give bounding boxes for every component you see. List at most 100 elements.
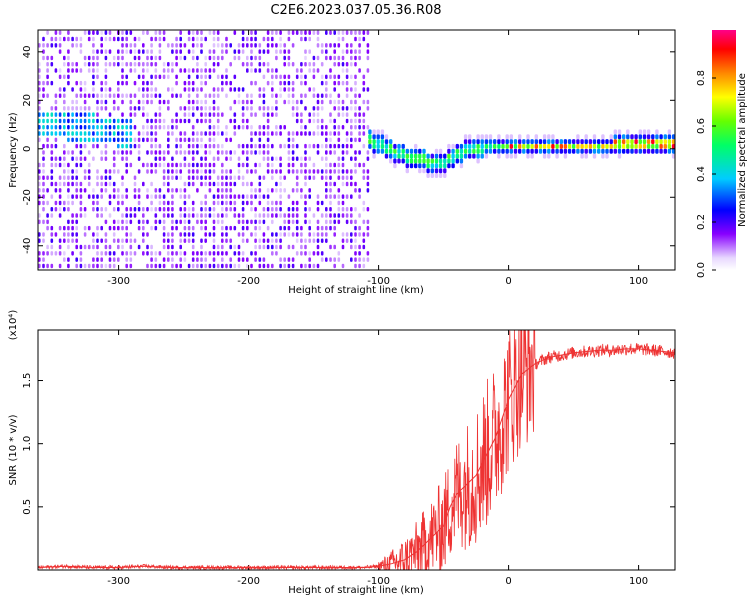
heatmap-cell bbox=[171, 175, 174, 180]
heatmap-cell bbox=[42, 131, 45, 136]
heatmap-cell bbox=[104, 74, 108, 80]
heatmap-cell bbox=[320, 232, 324, 237]
heatmap-cell bbox=[225, 207, 228, 212]
heatmap-cell bbox=[100, 36, 103, 42]
heatmap-cell bbox=[295, 30, 299, 35]
heatmap-cell bbox=[397, 143, 401, 149]
heatmap-cell bbox=[191, 150, 195, 155]
heatmap-cell bbox=[150, 80, 153, 86]
heatmap-cell bbox=[405, 158, 409, 164]
heatmap-cell bbox=[187, 49, 191, 54]
heatmap-cell bbox=[551, 134, 555, 140]
heatmap-x-tick-label: -300 bbox=[107, 276, 130, 287]
heatmap-cell bbox=[179, 36, 182, 42]
heatmap-cell bbox=[325, 150, 328, 155]
heatmap-cell bbox=[250, 112, 253, 117]
heatmap-cell bbox=[79, 131, 83, 136]
heatmap-cell bbox=[162, 36, 166, 42]
heatmap-cell bbox=[54, 68, 58, 73]
heatmap-cell bbox=[38, 99, 41, 105]
heatmap-cell bbox=[204, 200, 207, 206]
heatmap-cell bbox=[208, 112, 212, 117]
heatmap-cell bbox=[233, 150, 237, 155]
heatmap-cell bbox=[42, 169, 45, 174]
heatmap-cell bbox=[129, 143, 133, 149]
heatmap-cell bbox=[401, 148, 405, 154]
heatmap-cell bbox=[187, 137, 191, 143]
heatmap-cell bbox=[63, 181, 66, 187]
heatmap-cell bbox=[542, 153, 547, 159]
heatmap-cell bbox=[468, 153, 472, 159]
heatmap-cell bbox=[79, 150, 83, 155]
heatmap-cell bbox=[367, 24, 370, 29]
heatmap-cell bbox=[229, 181, 232, 187]
heatmap-cell bbox=[443, 163, 447, 169]
heatmap-cell bbox=[171, 49, 174, 54]
heatmap-cell bbox=[325, 55, 328, 61]
heatmap-cell bbox=[54, 99, 58, 105]
heatmap-cell bbox=[125, 162, 128, 168]
heatmap-cell bbox=[54, 188, 58, 193]
heatmap-cell bbox=[325, 125, 328, 130]
heatmap-cell bbox=[196, 62, 199, 67]
heatmap-cell bbox=[54, 232, 58, 237]
heatmap-cell bbox=[451, 158, 455, 164]
heatmap-cell bbox=[320, 99, 324, 105]
heatmap-cell bbox=[79, 188, 83, 193]
heatmap-cell bbox=[295, 169, 299, 174]
heatmap-cell bbox=[42, 156, 45, 161]
heatmap-cell bbox=[320, 175, 324, 180]
heatmap-cell bbox=[325, 194, 328, 199]
heatmap-cell bbox=[71, 156, 74, 161]
heatmap-cell bbox=[271, 68, 274, 73]
heatmap-cell bbox=[320, 74, 324, 80]
heatmap-cell bbox=[358, 106, 361, 111]
heatmap-cell bbox=[333, 62, 336, 67]
heatmap-cell bbox=[100, 125, 103, 130]
heatmap-cell bbox=[325, 87, 328, 92]
heatmap-cell bbox=[75, 80, 78, 86]
heatmap-cell bbox=[216, 36, 220, 42]
heatmap-cell bbox=[275, 74, 278, 80]
heatmap-cell bbox=[200, 156, 203, 161]
heatmap-cell bbox=[241, 219, 245, 225]
heatmap-cell bbox=[108, 257, 112, 262]
heatmap-cell bbox=[333, 118, 336, 124]
heatmap-cell bbox=[133, 137, 137, 143]
heatmap-cell bbox=[372, 153, 376, 159]
heatmap-cell bbox=[316, 150, 320, 155]
heatmap-cell bbox=[291, 106, 295, 111]
heatmap-cell bbox=[162, 194, 166, 199]
heatmap-cell bbox=[175, 43, 178, 48]
heatmap-cell bbox=[287, 213, 291, 218]
heatmap-cell bbox=[38, 251, 41, 256]
heatmap-cell bbox=[233, 118, 237, 124]
heatmap-cell bbox=[283, 24, 286, 29]
heatmap-cell bbox=[325, 181, 328, 187]
heatmap-cell bbox=[345, 232, 349, 237]
heatmap-cell bbox=[50, 106, 54, 111]
heatmap-cell bbox=[246, 162, 249, 168]
heatmap-cell bbox=[366, 175, 370, 180]
heatmap-cell bbox=[254, 24, 257, 29]
heatmap-cell bbox=[534, 134, 538, 140]
heatmap-cell bbox=[92, 137, 95, 143]
heatmap-cell bbox=[513, 143, 518, 149]
heatmap-cell bbox=[38, 74, 41, 80]
heatmap-cell bbox=[366, 169, 370, 174]
heatmap-cell bbox=[162, 125, 166, 130]
heatmap-cell bbox=[237, 232, 241, 237]
heatmap-cell bbox=[271, 213, 274, 218]
heatmap-cell bbox=[183, 225, 187, 231]
heatmap-cell bbox=[655, 134, 659, 140]
heatmap-cell bbox=[146, 251, 149, 256]
heatmap-cell bbox=[216, 244, 220, 250]
heatmap-cell bbox=[112, 55, 116, 61]
heatmap-cell bbox=[75, 62, 78, 67]
heatmap-cell bbox=[333, 106, 336, 111]
heatmap-cell bbox=[405, 168, 409, 174]
heatmap-cell bbox=[526, 134, 530, 140]
heatmap-cell bbox=[275, 188, 278, 193]
heatmap-cell bbox=[150, 74, 153, 80]
heatmap-cell bbox=[171, 156, 174, 161]
